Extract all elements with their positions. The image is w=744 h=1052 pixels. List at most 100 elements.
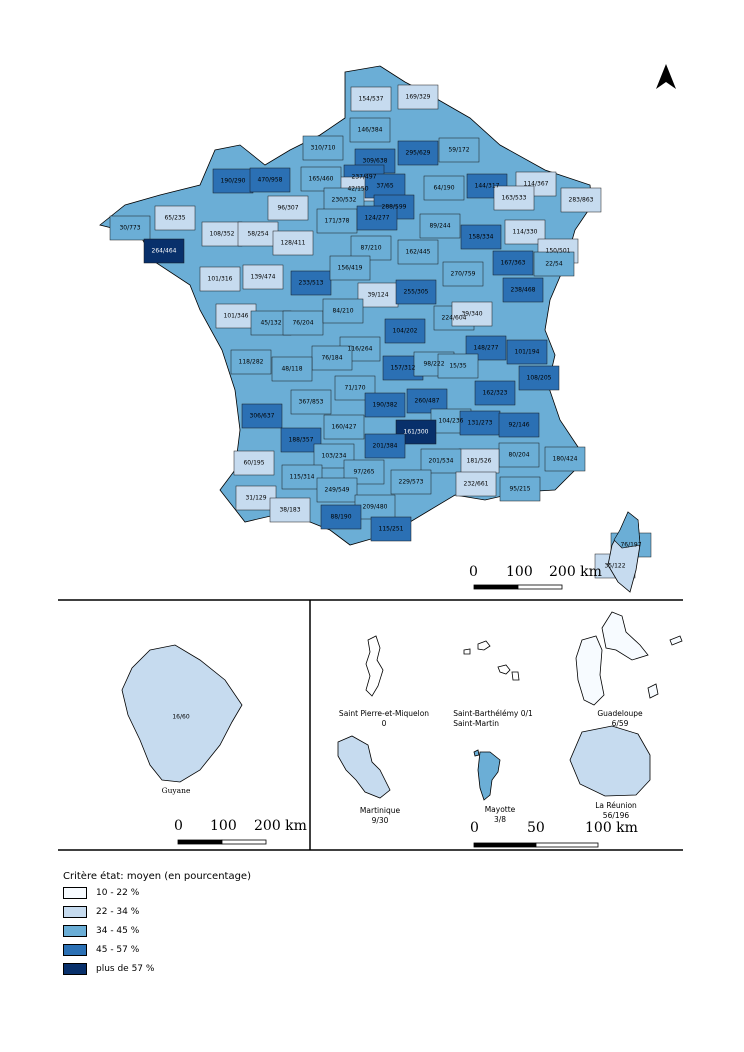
department-label: 59/172	[448, 146, 470, 154]
department-cell	[302, 135, 344, 161]
department-label: 249/549	[324, 486, 350, 494]
department-cell	[354, 494, 396, 520]
guadeloupe-name: Guadeloupe	[597, 709, 643, 718]
department-cell	[322, 298, 364, 324]
department-label: 30/773	[119, 224, 141, 232]
mayotte-islet	[473, 749, 480, 757]
scale-guyane-100: 100	[210, 818, 237, 834]
department-cell	[493, 185, 535, 211]
department-cell	[109, 215, 151, 241]
department-cell	[356, 205, 398, 231]
guadeloupe-caption: Guadeloupe 6/59	[597, 709, 642, 729]
department-cell	[442, 261, 484, 287]
department-label: 35/122	[604, 562, 626, 570]
guadeloupe-value: 6/59	[611, 719, 629, 728]
reunion-value: 56/196	[602, 811, 630, 820]
department-label: 108/352	[209, 230, 235, 238]
department-label: 45/132	[260, 319, 282, 327]
department-cell	[329, 255, 371, 281]
department-label: 163/533	[501, 194, 527, 202]
department-label: 48/118	[281, 365, 303, 373]
department-label: 295/629	[405, 149, 431, 157]
department-label: 98/222	[423, 360, 445, 368]
sbsm-shape	[463, 640, 520, 681]
department-label: 115/251	[378, 525, 404, 533]
legend-title: Critère état: moyen (en pourcentage)	[63, 871, 251, 882]
department-cell	[199, 266, 241, 292]
reunion-name: La Réunion	[595, 801, 637, 810]
department-label: 230/532	[331, 196, 357, 204]
department-cell	[249, 167, 291, 193]
department-label: 229/573	[398, 478, 424, 486]
department-cell	[300, 166, 342, 192]
legend-label-4: 45 - 57 %	[96, 945, 140, 955]
department-label: 114/367	[523, 180, 549, 188]
department-label: 306/637	[249, 412, 275, 420]
department-label: 160/427	[331, 423, 357, 431]
mayotte-shape	[477, 751, 501, 801]
department-label: 37/65	[376, 182, 394, 190]
department-label: 157/312	[390, 364, 416, 372]
department-cell	[212, 168, 254, 194]
department-label: 97/265	[353, 468, 375, 476]
department-cell	[272, 230, 314, 256]
sbsm-caption: Saint-Barthélémy 0/1 Saint-Martin	[453, 709, 533, 729]
department-label: 270/759	[450, 270, 476, 278]
department-label: 92/146	[508, 421, 530, 429]
department-label: 188/357	[288, 436, 314, 444]
department-label: 38/183	[279, 506, 301, 514]
department-label: 39/124	[367, 291, 389, 299]
legend-swatch-3	[63, 925, 87, 937]
department-cell	[458, 448, 500, 474]
sbsm-name2: Saint-Martin	[453, 719, 499, 728]
department-cell	[533, 251, 575, 277]
department-cell	[237, 221, 279, 247]
legend-swatch-4	[63, 944, 87, 956]
department-cell	[316, 208, 358, 234]
mayotte-caption: Mayotte 3/8	[485, 805, 516, 825]
legend-label-1: 10 - 22 %	[96, 888, 140, 898]
department-label: 31/129	[245, 494, 267, 502]
department-label: 65/235	[164, 214, 186, 222]
department-cell	[364, 392, 406, 418]
department-label: 89/244	[429, 222, 451, 230]
department-label: 58/254	[247, 230, 269, 238]
department-label: 237/497	[351, 173, 377, 181]
department-cell	[290, 389, 332, 415]
department-label: 131/273	[467, 419, 493, 427]
department-cell	[518, 365, 560, 391]
department-label: 103/234	[321, 452, 347, 460]
department-cell	[349, 117, 391, 143]
department-label: 22/54	[545, 260, 563, 268]
department-label: 42/150	[347, 185, 369, 193]
department-cell	[350, 235, 392, 261]
department-label: 116/264	[347, 345, 373, 353]
department-cell	[230, 349, 272, 375]
department-label: 148/277	[473, 344, 499, 352]
scale-guyane-200: 200 km	[254, 818, 307, 834]
scale-metro-0: 0	[469, 564, 478, 580]
spm-value: 0	[381, 719, 387, 728]
scale-om-0: 0	[470, 820, 479, 836]
department-cell	[269, 497, 311, 523]
department-label: 101/194	[514, 348, 540, 356]
legend-swatch-2	[63, 906, 87, 918]
martinique-shape	[337, 735, 391, 799]
department-cell	[459, 410, 501, 436]
department-cell	[499, 476, 541, 502]
department-label: 76/184	[321, 354, 343, 362]
department-label: 238/468	[510, 286, 536, 294]
department-label: 87/210	[360, 244, 382, 252]
department-label: 224/604	[441, 314, 467, 322]
department-label: 180/424	[552, 455, 578, 463]
department-cell	[395, 279, 437, 305]
scale-bar-guyane	[177, 839, 267, 845]
department-label: 64/190	[433, 184, 455, 192]
department-label: 139/474	[250, 273, 276, 281]
department-label: 470/958	[257, 176, 283, 184]
department-label: 118/282	[238, 358, 264, 366]
scale-bar-metro	[473, 584, 563, 590]
department-cell	[460, 224, 502, 250]
